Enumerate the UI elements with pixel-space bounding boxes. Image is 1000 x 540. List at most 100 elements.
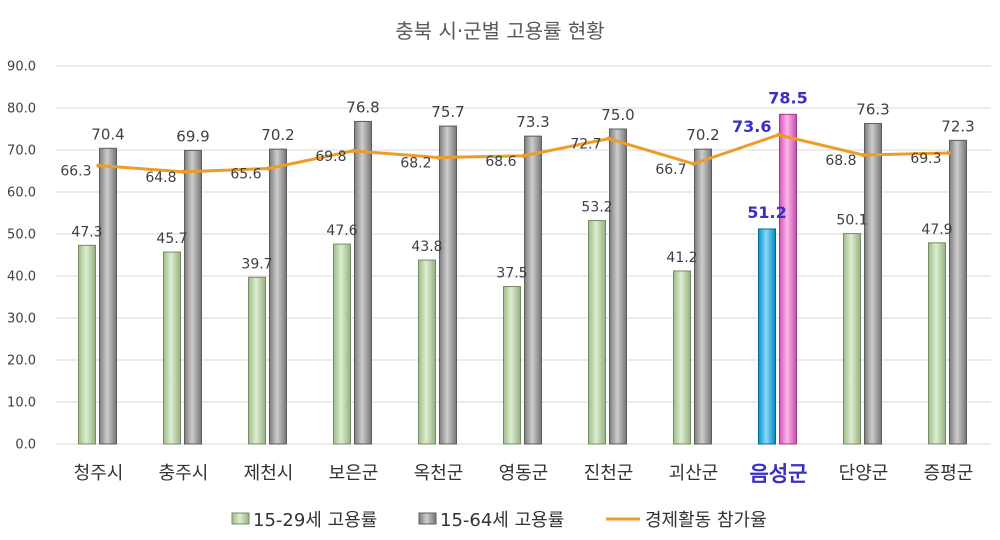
participation-rate-label-7: 66.7 <box>655 162 686 178</box>
bars <box>78 113 967 445</box>
y-tick-label: 60.0 <box>7 186 36 201</box>
bar-youth-employment-1 <box>163 251 181 445</box>
participation-rate-point-2 <box>266 166 271 171</box>
participation-rate-point-7 <box>691 161 696 167</box>
bar-employment-5 <box>524 135 542 445</box>
participation-rate-point-3 <box>351 148 356 154</box>
category-label-0: 청주시 <box>74 463 124 484</box>
legend-label-youth-employment: 15-29세 고용률 <box>253 510 377 531</box>
y-tick-label: 90.0 <box>7 60 36 75</box>
bar-employment-0 <box>99 147 117 445</box>
y-tick-label: 0.0 <box>15 438 36 453</box>
bar-employment-7 <box>694 148 712 445</box>
bar-label-employment-0: 70.4 <box>91 125 124 143</box>
legend-swatch-employment <box>418 512 437 525</box>
bar-label-employment-2: 70.2 <box>261 126 294 144</box>
bar-label-youth-employment-5: 37.5 <box>496 266 527 282</box>
bar-label-employment-4: 75.7 <box>431 103 464 121</box>
bar-label-youth-employment-10: 47.9 <box>921 222 952 238</box>
bar-label-employment-3: 76.8 <box>346 98 379 116</box>
participation-rate-point-6 <box>606 136 611 141</box>
legend-item-employment: 15-64세 고용률 <box>418 510 564 531</box>
bar-label-youth-employment-6: 53.2 <box>581 200 612 216</box>
gridlines <box>56 65 991 445</box>
bar-youth-employment-4 <box>418 259 436 445</box>
category-label-6: 진천군 <box>584 463 634 484</box>
category-label-4: 옥천군 <box>414 463 464 484</box>
data-labels: 47.3 45.7 39.7 47.6 43.8 37.5 53.2 41.2 51.2 50.1… <box>60 88 974 281</box>
bar-employment-9 <box>864 123 882 445</box>
bar-youth-employment-2 <box>248 276 266 445</box>
bar-label-employment-9: 76.3 <box>856 101 889 119</box>
y-tick-label: 30.0 <box>7 312 36 327</box>
y-tick-label: 70.0 <box>7 144 36 159</box>
chart-title: 충북 시·군별 고용률 현황 <box>395 19 604 43</box>
bar-youth-employment-10 <box>928 242 946 445</box>
bar-label-youth-employment-4: 43.8 <box>411 239 442 255</box>
bar-label-employment-7: 70.2 <box>686 126 719 144</box>
bar-employment-4 <box>439 125 457 445</box>
participation-rate-label-4: 68.2 <box>400 156 431 172</box>
participation-rate-label-5: 68.6 <box>485 154 516 170</box>
participation-rate-label-10: 69.3 <box>910 151 941 167</box>
bar-label-youth-employment-3: 47.6 <box>326 223 357 239</box>
bar-label-employment-5: 73.3 <box>516 113 549 131</box>
participation-rate-point-10 <box>946 150 951 156</box>
legend-label-employment: 15-64세 고용률 <box>440 510 564 531</box>
x-axis: 청주시 충주시 제천시 보은군 옥천군 영동군 진천군 괴산군 음성군 단양군 증평군 <box>74 462 974 486</box>
participation-rate-point-8 <box>776 132 781 138</box>
category-label-5: 영동군 <box>499 463 549 484</box>
participation-rate-point-5 <box>521 153 526 159</box>
y-tick-label: 50.0 <box>7 228 36 243</box>
category-label-3: 보은군 <box>329 463 379 484</box>
y-tick-label: 40.0 <box>7 270 36 285</box>
bar-employment-2 <box>269 148 287 445</box>
bar-employment-1 <box>184 149 202 445</box>
participation-rate-label-6: 72.7 <box>570 137 601 153</box>
participation-rate-point-9 <box>861 152 866 158</box>
bar-youth-employment-3 <box>333 243 351 445</box>
category-label-9: 단양군 <box>839 463 889 484</box>
bar-employment-3 <box>354 120 372 445</box>
bar-youth-employment-5 <box>503 286 521 445</box>
bar-label-youth-employment-8: 51.2 <box>747 203 786 222</box>
bar-label-employment-6: 75.0 <box>601 106 634 124</box>
bar-label-employment-8: 78.5 <box>768 88 807 107</box>
y-tick-label: 20.0 <box>7 354 36 369</box>
legend-swatch-youth-employment <box>231 512 250 525</box>
bar-employment-8 <box>779 113 797 445</box>
category-label-10: 증평군 <box>924 463 974 484</box>
y-axis: 0.0 10.0 20.0 30.0 40.0 50.0 60.0 70.0 80.0 90.0 <box>7 60 36 453</box>
participation-rate-point-0 <box>96 163 101 168</box>
legend-item-participation-rate: 경제활동 참가율 <box>606 510 767 531</box>
y-tick-label: 80.0 <box>7 102 36 117</box>
participation-rate-label-1: 64.8 <box>145 170 176 186</box>
participation-rate-point-4 <box>436 155 441 160</box>
participation-rate-line <box>98 133 949 174</box>
participation-rate-point-1 <box>181 169 186 175</box>
bar-label-youth-employment-9: 50.1 <box>836 213 867 229</box>
legend: 15-29세 고용률 15-64세 고용률 경제활동 참가율 <box>231 510 767 531</box>
category-label-2: 제천시 <box>244 463 294 484</box>
bar-employment-10 <box>949 139 967 445</box>
bar-label-youth-employment-0: 47.3 <box>71 224 102 240</box>
legend-item-youth-employment: 15-29세 고용률 <box>231 510 377 531</box>
bar-youth-employment-6 <box>588 220 606 445</box>
y-tick-label: 10.0 <box>7 396 36 411</box>
bar-label-employment-10: 72.3 <box>941 117 974 135</box>
category-label-1: 충주시 <box>159 463 209 484</box>
bar-employment-6 <box>609 128 627 445</box>
bar-label-youth-employment-2: 39.7 <box>241 256 272 272</box>
participation-rate-label-0: 66.3 <box>60 164 91 180</box>
bar-youth-employment-8 <box>758 228 776 445</box>
bar-youth-employment-7 <box>673 270 691 445</box>
bar-label-youth-employment-7: 41.2 <box>666 250 697 266</box>
bar-label-employment-1: 69.9 <box>176 127 209 145</box>
category-label-7: 괴산군 <box>669 463 719 484</box>
category-label-8: 음성군 <box>750 462 808 486</box>
participation-rate-label-3: 69.8 <box>315 149 346 165</box>
participation-rate-label-8: 73.6 <box>732 117 771 136</box>
bar-label-youth-employment-1: 45.7 <box>156 231 187 247</box>
participation-rate-label-9: 68.8 <box>825 153 856 169</box>
participation-rate-label-2: 65.6 <box>230 166 261 182</box>
